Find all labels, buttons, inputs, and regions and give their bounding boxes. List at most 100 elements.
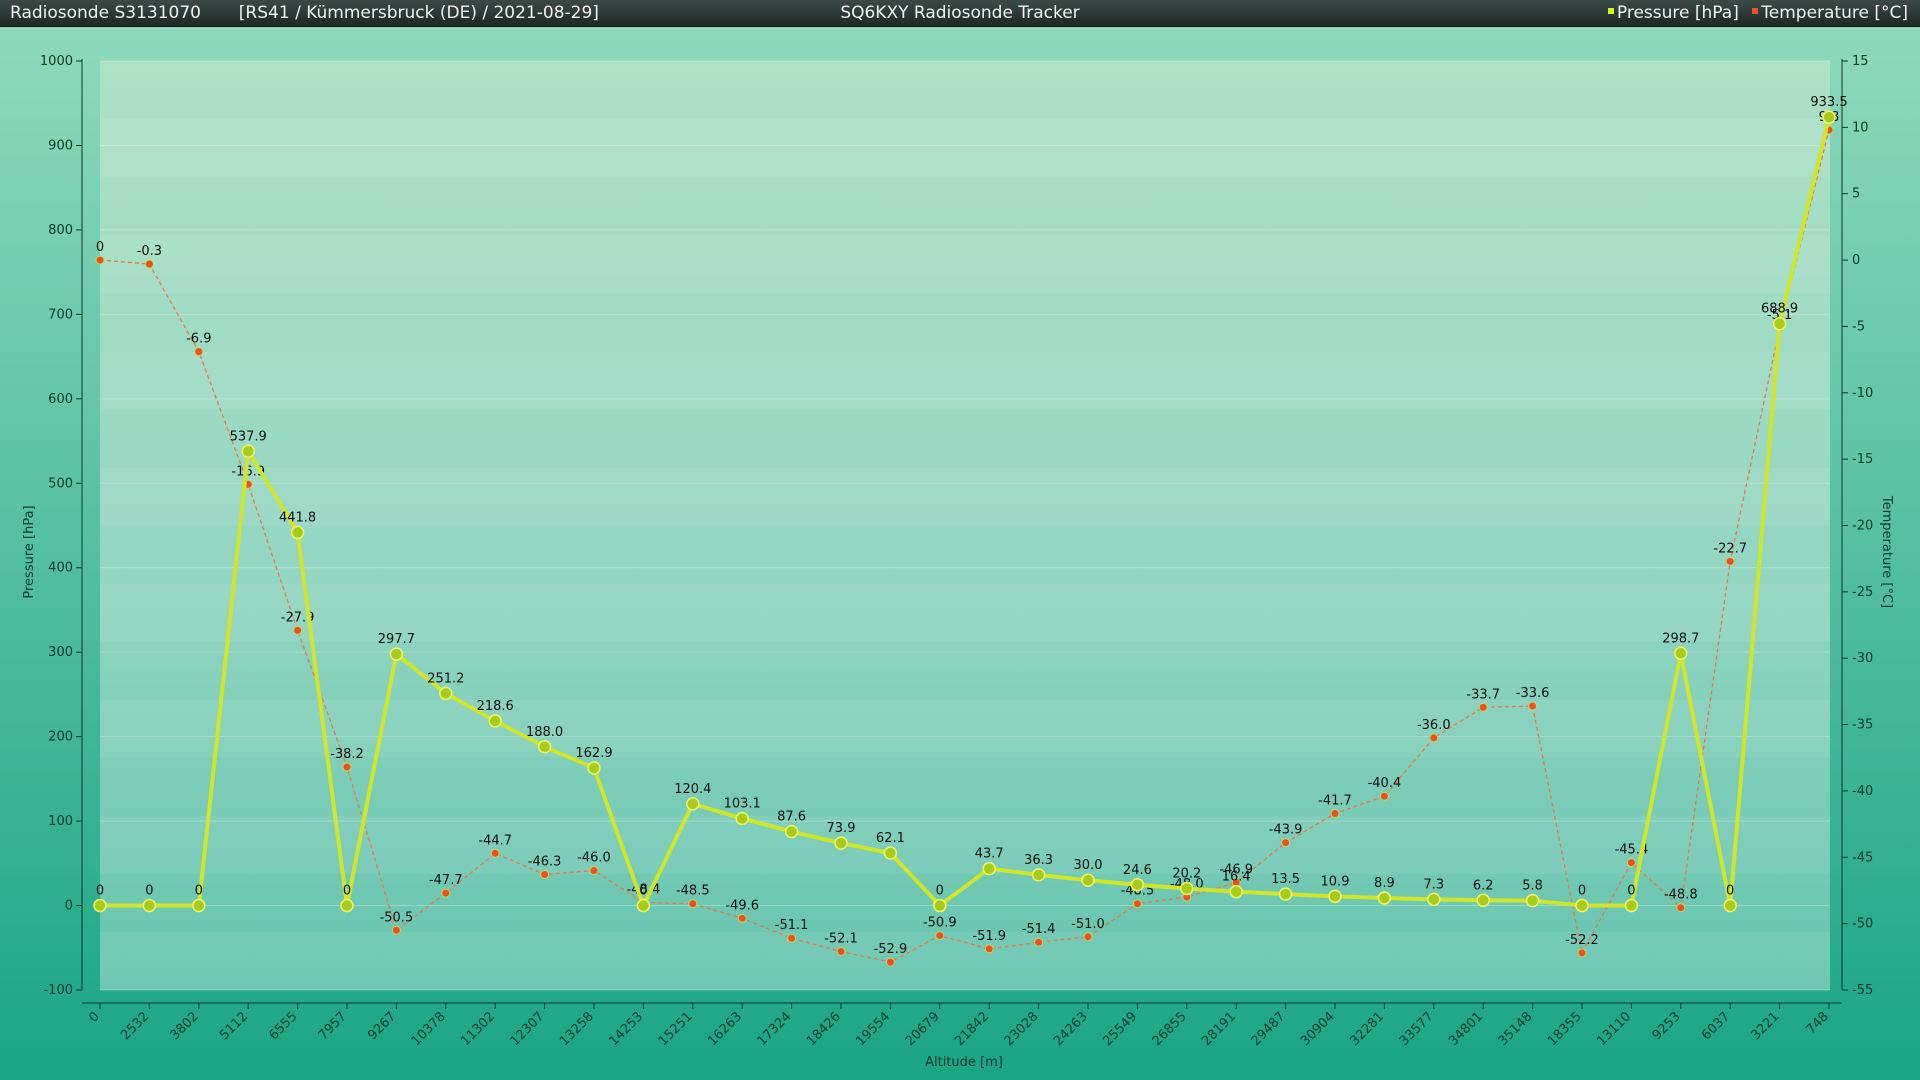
temperature-legend-swatch <box>1752 8 1759 14</box>
pressure-point <box>636 898 651 913</box>
temperature-data-label: -33.6 <box>1516 686 1550 701</box>
temperature-point <box>737 913 747 923</box>
temperature-point <box>935 931 945 941</box>
temperature-data-label: -22.7 <box>1713 541 1747 556</box>
pressure-data-label: 120.4 <box>674 782 711 797</box>
temperature-point <box>441 888 451 898</box>
temperature-point <box>293 625 303 635</box>
y2-tick-label: -35 <box>1852 718 1873 733</box>
temperature-point <box>391 925 401 935</box>
temperature-data-label: -52.1 <box>824 932 858 947</box>
y-tick-label: 900 <box>48 138 73 153</box>
pressure-point <box>290 525 305 540</box>
pressure-point <box>883 846 898 860</box>
legend-label-temperature: Temperature [°C] <box>1761 3 1908 23</box>
temperature-point <box>836 947 846 957</box>
pressure-line <box>100 116 1831 908</box>
pressure-point <box>142 898 157 913</box>
y-tick-label: 1000 <box>40 54 73 69</box>
temperature-point <box>540 870 550 880</box>
sonde-id: Radiosonde S3131070 <box>10 3 201 23</box>
pressure-data-label: 0 <box>195 884 203 899</box>
temperature-data-label: -51.0 <box>1071 917 1105 932</box>
pressure-data-label: 6.2 <box>1473 878 1494 893</box>
temperature-point <box>1281 838 1291 848</box>
pressure-point <box>1624 898 1639 913</box>
pressure-point <box>537 740 552 754</box>
y-tick-label: 800 <box>48 223 73 238</box>
temperature-point <box>1676 903 1686 913</box>
temperature-data-label: -51.4 <box>1022 922 1056 937</box>
temperature-data-label: -48.5 <box>676 884 710 899</box>
y2-tick-label: -25 <box>1852 585 1873 600</box>
plot-band <box>100 467 1830 526</box>
x-axis-title: Altitude [m] <box>925 1055 1003 1070</box>
tracker-title: SQ6KXY Radiosonde Tracker <box>840 3 1080 23</box>
pressure-data-label: 251.2 <box>427 671 464 686</box>
y-tick-label: 600 <box>48 392 73 407</box>
pressure-point <box>1031 868 1046 882</box>
y2-tick-label: -10 <box>1852 386 1873 401</box>
temperature-data-label: -51.9 <box>972 929 1006 944</box>
pressure-data-label: 0 <box>639 884 647 899</box>
legend: Pressure [hPa] Temperature [°C] <box>1600 0 1908 26</box>
pressure-data-label: 441.8 <box>279 510 316 525</box>
y-tick-label: 700 <box>48 307 73 322</box>
temperature-point <box>1132 899 1142 909</box>
pressure-point <box>340 898 354 913</box>
pressure-point <box>93 898 107 913</box>
temperature-data-label: -50.5 <box>380 910 414 925</box>
temperature-data-label: 0 <box>96 240 104 255</box>
temperature-point <box>1330 808 1340 818</box>
plot-band <box>100 583 1830 642</box>
temperature-data-label: -52.2 <box>1565 933 1599 948</box>
plot-band <box>100 931 1830 990</box>
pressure-data-label: 8.9 <box>1374 876 1395 891</box>
temperature-line <box>99 129 1830 963</box>
pressure-point <box>488 714 502 728</box>
temperature-point <box>1725 556 1735 566</box>
pressure-data-label: 0 <box>936 884 944 899</box>
pressure-point <box>1377 891 1392 905</box>
temperature-data-label: -0.3 <box>137 244 162 259</box>
legend-item-temperature[interactable]: Temperature [°C] <box>1752 3 1908 23</box>
temperature-point <box>1577 948 1587 958</box>
temperature-data-label: -27.9 <box>281 610 315 625</box>
pressure-data-label: 5.8 <box>1522 879 1543 894</box>
temperature-data-label: -41.7 <box>1318 793 1352 808</box>
temperature-point <box>1528 701 1538 711</box>
pressure-point <box>834 836 848 850</box>
temperature-data-label: -43.9 <box>1269 823 1303 838</box>
pressure-data-label: 0 <box>1627 884 1635 899</box>
temperature-point <box>787 933 797 943</box>
pressure-point <box>1674 646 1688 661</box>
pressure-point <box>1229 884 1243 899</box>
legend-label-pressure: Pressure [hPa] <box>1616 3 1739 23</box>
pressure-point <box>982 861 996 876</box>
y2-axis-title: Temperature [°C] <box>1879 495 1894 608</box>
pressure-point <box>587 761 601 775</box>
plot-band <box>100 235 1830 294</box>
temperature-data-label: -48.8 <box>1664 888 1698 903</box>
y2-tick-label: -50 <box>1852 917 1873 932</box>
pressure-point <box>1575 898 1589 913</box>
temperature-point <box>194 347 204 357</box>
pressure-data-label: 13.5 <box>1271 872 1300 887</box>
title-bar: Radiosonde S3131070 [RS41 / Kümmersbruck… <box>0 0 1920 27</box>
pressure-point <box>1180 881 1194 896</box>
pressure-point <box>192 898 206 913</box>
pressure-data-label: 537.9 <box>230 429 267 444</box>
temperature-data-label: -52.9 <box>874 942 908 957</box>
temperature-point <box>95 255 105 265</box>
pressure-point <box>1130 878 1145 892</box>
temperature-point <box>1626 858 1636 868</box>
y-tick-label: 100 <box>48 814 73 829</box>
pressure-data-label: 0 <box>1726 884 1734 899</box>
plot-band <box>100 119 1830 178</box>
y2-tick-label: 15 <box>1852 54 1869 69</box>
temperature-point <box>1379 791 1389 801</box>
temperature-data-label: -44.7 <box>478 833 512 848</box>
legend-item-pressure[interactable]: Pressure [hPa] <box>1607 3 1739 23</box>
pressure-data-label: 30.0 <box>1074 858 1103 873</box>
altitude-chart: -10001002003004005006007008009001000-55-… <box>0 27 1920 1080</box>
